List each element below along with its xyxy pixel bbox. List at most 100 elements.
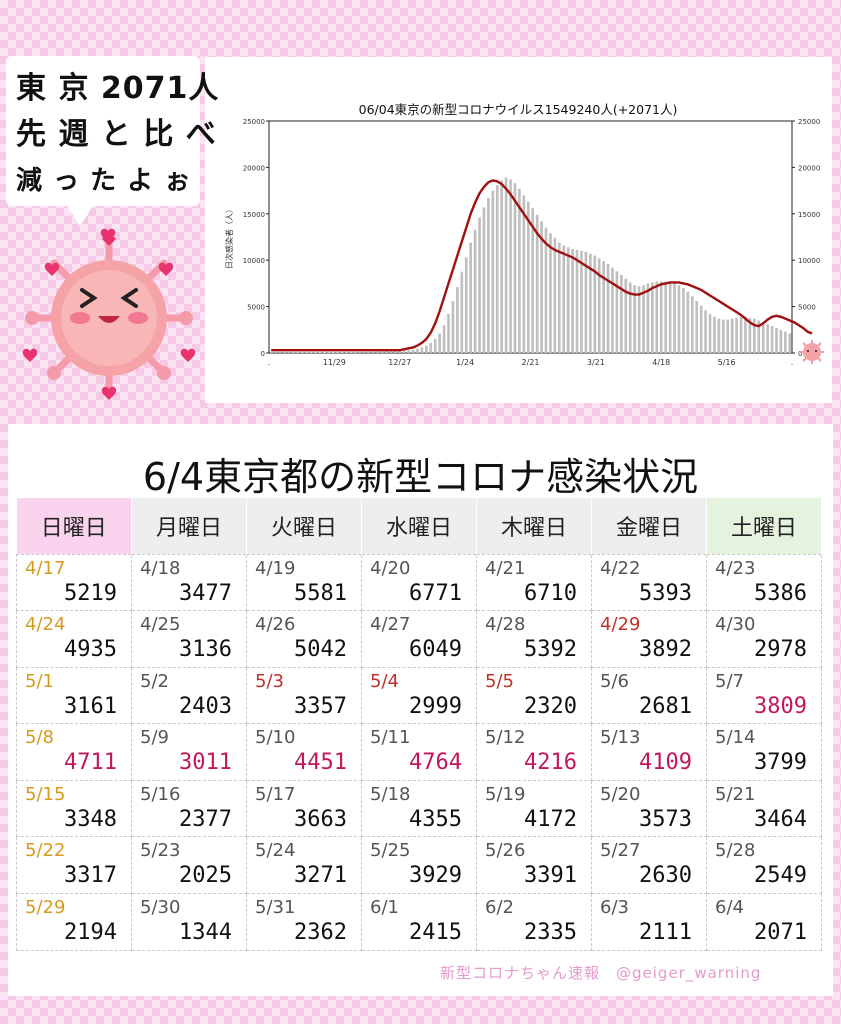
chart-bar [425, 345, 428, 353]
chart-bar [354, 352, 357, 353]
day-date: 6/4 [715, 897, 744, 919]
chart-bar [615, 271, 619, 353]
chart-bar [460, 272, 464, 353]
calendar-day-cell: 5/10 4451 [246, 723, 362, 781]
x-tick-label: 2/21 [522, 358, 540, 367]
chart-bar [336, 352, 340, 353]
y-tick-label: 10000 [243, 257, 265, 265]
chart-bar [469, 242, 472, 353]
calendar-day-cell: 5/2 2403 [131, 666, 247, 725]
calendar-week-row: 4/24 4935 4/25 3136 4/26 5042 4/27 6049 4/28 5392… [16, 610, 822, 668]
chart-bar [371, 351, 375, 353]
calendar-day-cell: 4/24 4935 [16, 610, 132, 668]
bubble-line-2: 先 週 と 比 べ [16, 117, 217, 152]
day-case-count: 4355 [409, 806, 462, 832]
calendar-week-row: 5/15 3348 5/16 2377 5/17 3663 5/18 4355 5/19 4172… [16, 779, 822, 838]
day-case-count: 3892 [639, 637, 692, 663]
day-date: 4/21 [485, 557, 526, 579]
calendar-day-cell: 5/16 2377 [131, 779, 247, 838]
chart-bar [451, 301, 455, 353]
day-date: 5/11 [370, 727, 411, 749]
chart-bar [500, 180, 504, 353]
average-line [271, 179, 813, 352]
chart-bar [748, 317, 752, 353]
chart-bar [566, 247, 570, 353]
chart-bar [664, 281, 668, 353]
day-case-count: 2335 [524, 920, 577, 946]
calendar-day-cell: 4/27 6049 [361, 610, 477, 668]
header-wednesday: 水曜日 [361, 498, 477, 554]
day-date: 5/8 [25, 727, 54, 749]
chart-bar [682, 288, 685, 353]
calendar-day-cell: 5/8 4711 [16, 723, 132, 781]
day-case-count: 2549 [754, 863, 807, 889]
day-date: 5/31 [255, 897, 296, 919]
day-case-count: 4451 [294, 750, 347, 776]
calendar-day-cell: 4/26 5042 [246, 610, 362, 668]
day-case-count: 4216 [524, 750, 577, 776]
day-date: 5/23 [140, 840, 181, 862]
calendar-day-cell: 4/23 5386 [706, 553, 822, 612]
calendar-day-cell: 5/31 2362 [246, 893, 362, 951]
chart-bar [775, 327, 778, 353]
calendar-day-cell: 5/5 2320 [476, 666, 592, 725]
day-case-count: 6049 [409, 637, 462, 663]
chart-bar [553, 237, 557, 353]
chart-bar [385, 351, 388, 353]
day-date: 5/20 [600, 783, 641, 805]
page-title: 6/4東京都の新型コロナ感染状況 [142, 455, 699, 499]
y-ticks-left: 0 5000 10000 15000 20000 25000 [243, 118, 269, 358]
day-date: 4/26 [255, 614, 296, 636]
chart-bar [376, 351, 379, 353]
day-case-count: 2194 [64, 920, 117, 946]
chart-bar [557, 242, 561, 353]
calendar-day-cell: 4/28 5392 [476, 610, 592, 668]
calendar-day-cell: 6/2 2335 [476, 893, 592, 951]
chart-bar [473, 229, 477, 353]
calendar-day-cell: 6/3 2111 [591, 893, 707, 951]
chart-bar [411, 349, 415, 353]
chart-bar [699, 305, 703, 353]
virus-mascot-icon [22, 228, 196, 400]
header-saturday: 土曜日 [706, 498, 822, 554]
day-case-count: 2320 [524, 693, 577, 719]
chart-bar [491, 190, 495, 353]
speech-bubble: 東 京 2071人 先 週 と 比 べ 減 っ た よ ぉ [6, 56, 218, 226]
day-date: 4/24 [25, 614, 66, 636]
day-case-count: 4109 [639, 750, 692, 776]
chart-bar [531, 208, 535, 353]
day-date: 5/26 [485, 840, 526, 862]
chart-bar [589, 253, 592, 353]
y-tick-label: 20000 [798, 164, 820, 172]
day-case-count: 3317 [64, 863, 117, 889]
day-case-count: 5219 [64, 580, 117, 606]
chart-bar [784, 331, 787, 353]
calendar-day-cell: 5/24 3271 [246, 836, 362, 895]
day-case-count: 2630 [639, 863, 692, 889]
day-case-count: 5042 [294, 637, 347, 663]
chart-bar [584, 251, 588, 353]
chart-bar [327, 352, 331, 353]
chart-bar [646, 283, 650, 353]
chart-bar [637, 286, 641, 353]
chart-bar [602, 261, 605, 353]
x-tick-label: 1/24 [456, 358, 474, 367]
day-case-count: 3573 [639, 806, 692, 832]
chart-bar [318, 352, 322, 353]
chart-bar [580, 250, 583, 353]
bubble-line-3: 減 っ た よ ぉ [16, 166, 192, 196]
y-tick-label: 15000 [798, 211, 820, 219]
chart-bar [655, 281, 659, 353]
calendar-day-cell: 4/29 3892 [591, 610, 707, 668]
chart-bar [362, 351, 366, 353]
chart-bar [487, 198, 490, 353]
chart-bar [695, 301, 699, 353]
day-case-count: 3348 [64, 806, 117, 832]
chart-bar [416, 348, 419, 353]
x-tick-label: 5/16 [718, 358, 736, 367]
chart-bar [562, 245, 566, 353]
calendar-day-cell: 5/3 3357 [246, 666, 362, 725]
calendar-day-cell: 6/4 2071 [706, 893, 822, 951]
header-tuesday: 火曜日 [246, 498, 362, 554]
calendar-day-cell: 4/30 2978 [706, 610, 822, 668]
